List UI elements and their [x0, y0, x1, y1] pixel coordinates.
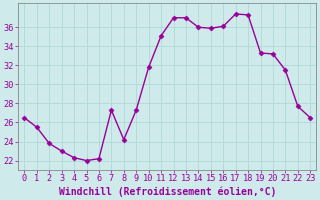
X-axis label: Windchill (Refroidissement éolien,°C): Windchill (Refroidissement éolien,°C) — [59, 186, 276, 197]
